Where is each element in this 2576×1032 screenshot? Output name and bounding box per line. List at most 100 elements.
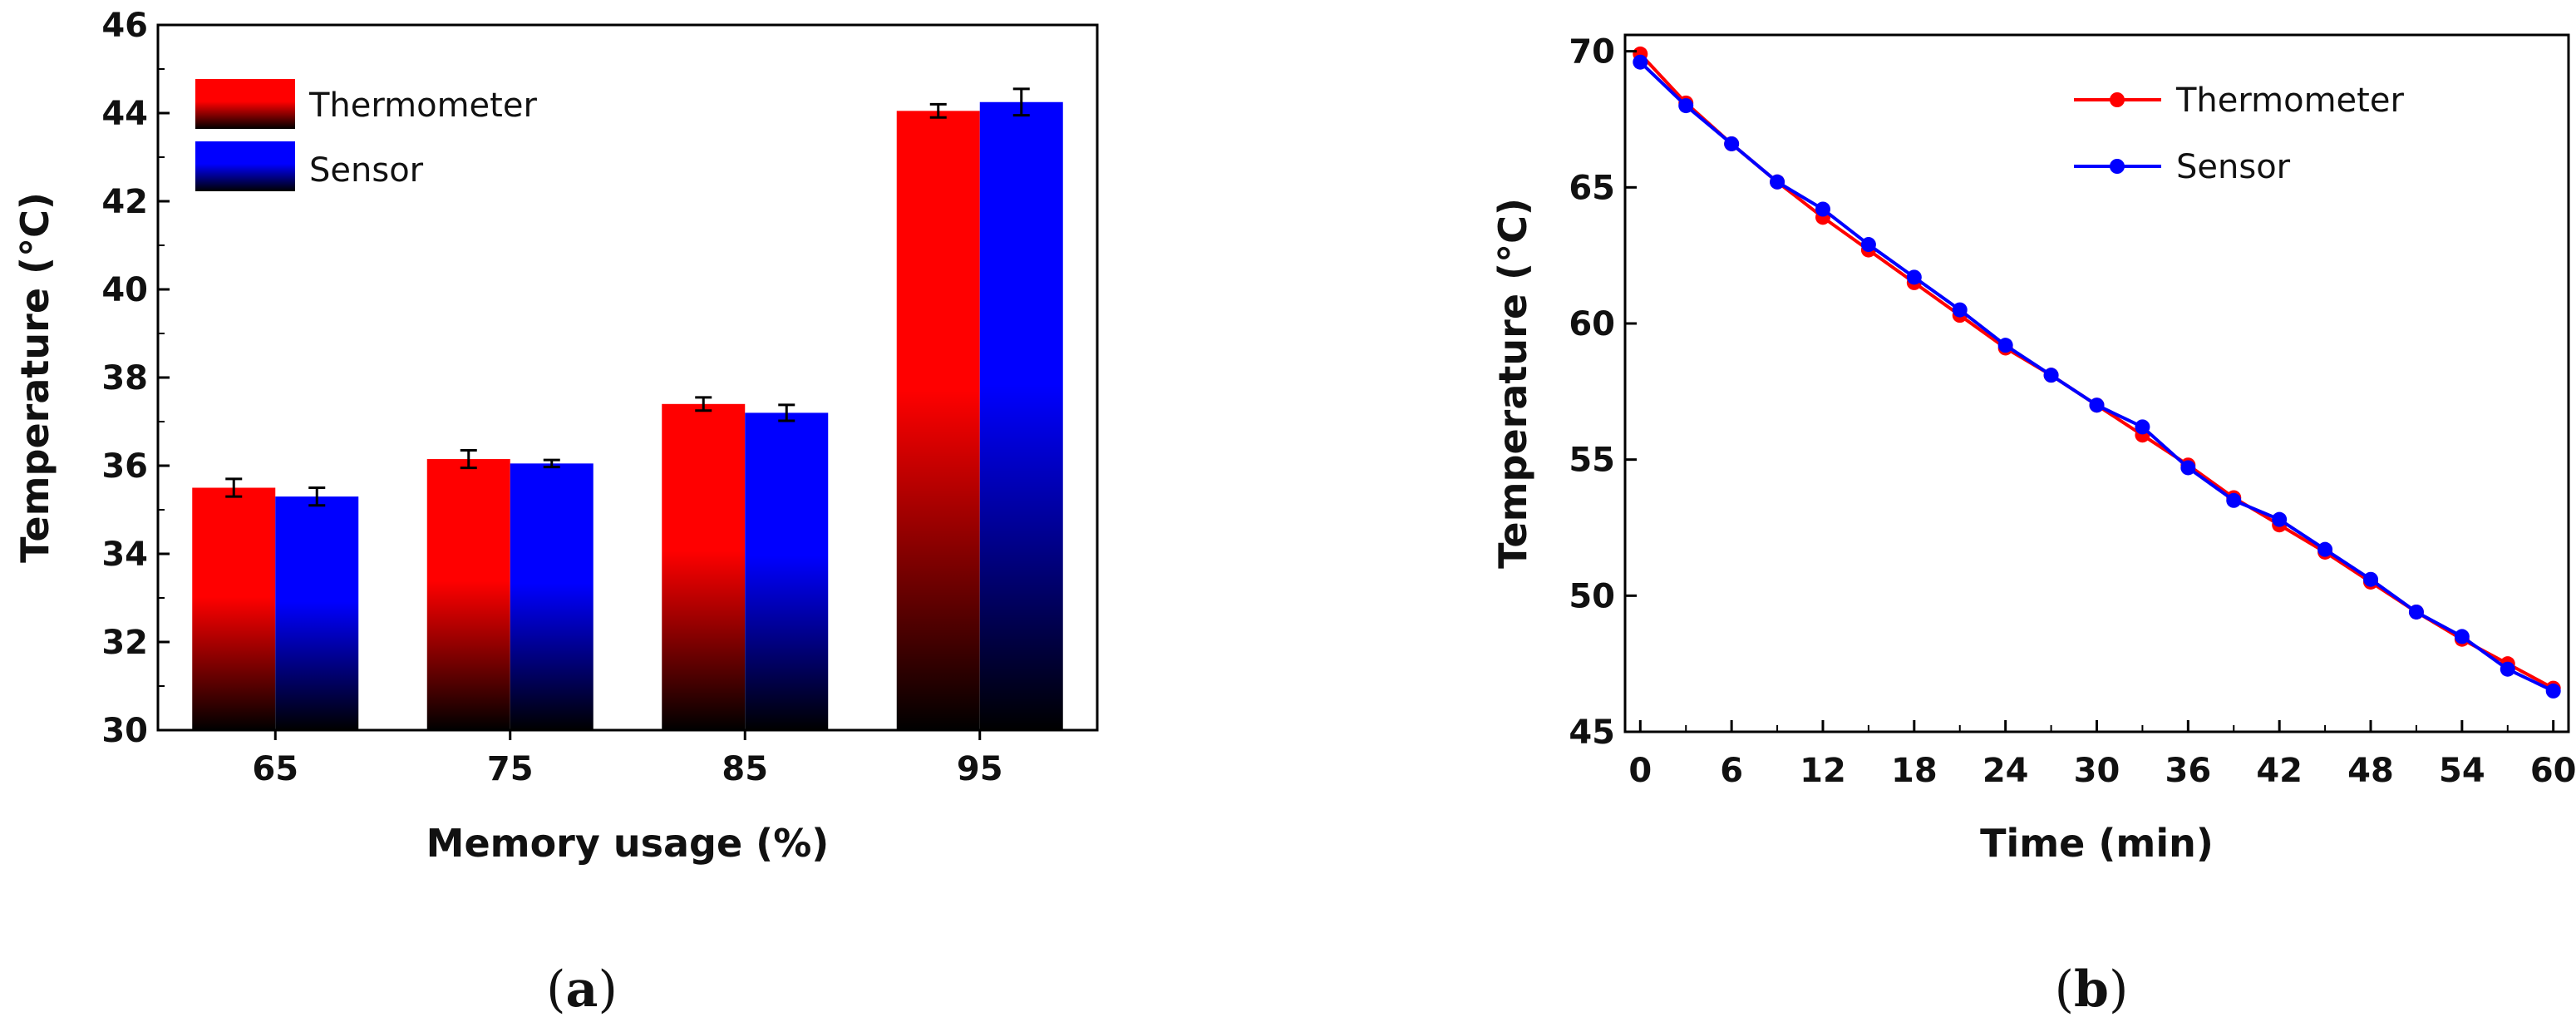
legend-label-thermometer: Thermometer (308, 86, 537, 125)
data-point-sensor (1633, 54, 1648, 70)
legend: Thermometer Sensor (2074, 81, 2404, 186)
data-point-sensor (2089, 397, 2105, 413)
series-sensor (1633, 54, 2561, 699)
x-tick-label: 48 (2347, 752, 2394, 790)
legend-label-sensor: Sensor (2176, 148, 2291, 186)
error-bar-sensor-65 (308, 486, 326, 507)
y-tick-label: 60 (1569, 305, 1615, 343)
error-bar-group (225, 87, 1030, 507)
panel-label-close-paren: ) (2109, 960, 2128, 1019)
x-tick-label: 95 (957, 750, 1003, 788)
bar-sensor-75 (510, 463, 594, 730)
series-thermometer (1633, 46, 2561, 696)
y-tick-label: 70 (1569, 33, 1615, 72)
error-bar-sensor-75 (543, 458, 560, 469)
bar-thermometer-85 (662, 403, 746, 730)
panel-label-b: (b) (2055, 960, 2129, 1019)
error-bar-thermometer-75 (460, 448, 477, 470)
x-tick-label: 42 (2256, 752, 2303, 790)
bar-thermometer-75 (426, 459, 510, 730)
y-axis-title: Temperature (°C) (12, 192, 57, 563)
x-tick-label: 30 (2074, 752, 2120, 790)
panel-label-letter: a (566, 960, 598, 1019)
y-tick-label: 38 (101, 359, 148, 397)
data-point-sensor (1860, 237, 1876, 253)
y-tick-label: 42 (101, 183, 148, 221)
data-point-sensor (2454, 629, 2470, 644)
x-tick-label: 65 (252, 750, 298, 788)
x-axis-title: Time (min) (1980, 821, 2214, 866)
x-tick-label: 60 (2530, 752, 2576, 790)
data-point-sensor (2363, 571, 2379, 587)
y-axis-ticks: 45 50 55 60 65 70 (1569, 33, 1637, 752)
x-tick-label: 12 (1800, 752, 1846, 790)
x-tick-label: 54 (2439, 752, 2485, 790)
data-point-sensor (2226, 492, 2242, 508)
data-point-sensor (1815, 201, 1830, 217)
line-chart-cooling: 45 50 55 60 65 70 0 6 12 18 24 30 36 42 48 54 60 Time (… (1490, 33, 2576, 1019)
y-axis-title: Temperature (°C) (1490, 198, 1535, 569)
series-line-thermometer (1638, 52, 2554, 690)
y-axis-ticks: 30 32 34 36 38 40 42 44 46 (101, 7, 170, 750)
x-axis-ticks: 0 6 12 18 24 30 36 42 48 54 60 (1628, 720, 2576, 790)
x-axis-ticks: 65 75 85 95 (252, 730, 1003, 788)
x-tick-label: 36 (2165, 752, 2212, 790)
panel-label-open-paren: ( (2055, 960, 2074, 1019)
error-bar-thermometer-85 (695, 396, 712, 412)
y-tick-label: 32 (101, 624, 148, 662)
y-tick-label: 46 (101, 7, 148, 45)
panel-label-open-paren: ( (546, 960, 565, 1019)
data-point-sensor (1770, 174, 1785, 190)
data-point-sensor (2317, 541, 2333, 557)
data-point-sensor (2043, 368, 2059, 383)
data-point-sensor (2272, 511, 2288, 527)
series-line-sensor (1638, 61, 2554, 693)
data-point-sensor (2500, 661, 2515, 677)
legend-marker-thermometer (2110, 92, 2125, 107)
x-tick-label: 85 (722, 750, 768, 788)
legend-swatch-thermometer (195, 79, 295, 129)
bar-thermometer-65 (192, 487, 276, 730)
y-tick-label: 45 (1569, 714, 1615, 752)
plot-frame (1623, 33, 2570, 733)
y-tick-label: 36 (101, 447, 148, 486)
bar-sensor-95 (979, 101, 1063, 730)
data-point-sensor (1724, 136, 1740, 151)
y-tick-label: 34 (101, 536, 148, 574)
bar-sensor-85 (745, 412, 829, 730)
y-tick-label: 50 (1569, 577, 1615, 615)
data-point-sensor (2135, 419, 2150, 435)
y-tick-label: 55 (1569, 442, 1615, 480)
data-point-sensor (2180, 460, 2196, 476)
legend: Thermometer Sensor (195, 79, 537, 191)
x-tick-label: 0 (1628, 752, 1652, 790)
x-axis-title: Memory usage (%) (426, 821, 830, 866)
legend-label-sensor: Sensor (309, 151, 424, 190)
y-tick-label: 65 (1569, 169, 1615, 207)
data-point-sensor (1906, 269, 1922, 285)
x-tick-label: 18 (1891, 752, 1938, 790)
x-tick-label: 75 (487, 750, 534, 788)
bar-chart-memory-usage: 30 32 34 36 38 40 42 44 46 65 75 85 95 Memory usage… (12, 7, 1099, 1019)
error-bar-sensor-95 (1012, 87, 1030, 117)
bar-thermometer-95 (896, 111, 980, 731)
data-point-sensor (1678, 98, 1694, 114)
bar-group (192, 101, 1063, 731)
legend-marker-sensor (2110, 159, 2125, 174)
error-bar-sensor-85 (778, 403, 795, 422)
legend-swatch-sensor (195, 141, 295, 191)
y-tick-label: 30 (101, 712, 148, 750)
data-point-sensor (2408, 604, 2424, 620)
error-bar-thermometer-95 (929, 102, 947, 119)
y-tick-label: 40 (101, 271, 148, 309)
error-bar-thermometer-65 (225, 477, 243, 498)
y-tick-label: 44 (101, 95, 148, 133)
legend-label-thermometer: Thermometer (2175, 81, 2404, 120)
series-group (1633, 46, 2561, 699)
data-point-sensor (2545, 683, 2561, 699)
data-point-sensor (1952, 302, 1968, 318)
data-point-sensor (1997, 338, 2013, 353)
panel-label-close-paren: ) (598, 960, 617, 1019)
x-tick-label: 6 (1720, 752, 1743, 790)
